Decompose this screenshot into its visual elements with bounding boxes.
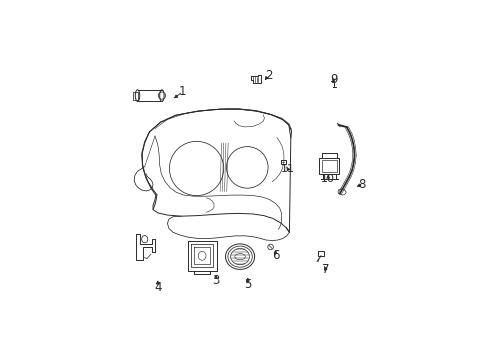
Bar (317, 251, 324, 256)
Text: 7: 7 (321, 262, 328, 276)
Text: 3: 3 (212, 274, 219, 287)
Text: 4: 4 (154, 281, 161, 294)
Text: 8: 8 (357, 178, 365, 191)
Text: 5: 5 (244, 278, 251, 291)
Bar (321, 160, 336, 172)
Text: 6: 6 (271, 249, 279, 262)
Bar (133, 91, 137, 100)
Text: 1: 1 (179, 85, 186, 98)
Text: 10: 10 (321, 174, 335, 184)
Text: 2: 2 (264, 68, 272, 82)
Text: 11: 11 (281, 164, 294, 174)
Bar (281, 161, 285, 164)
Bar (319, 158, 339, 174)
Text: 9: 9 (329, 73, 337, 86)
